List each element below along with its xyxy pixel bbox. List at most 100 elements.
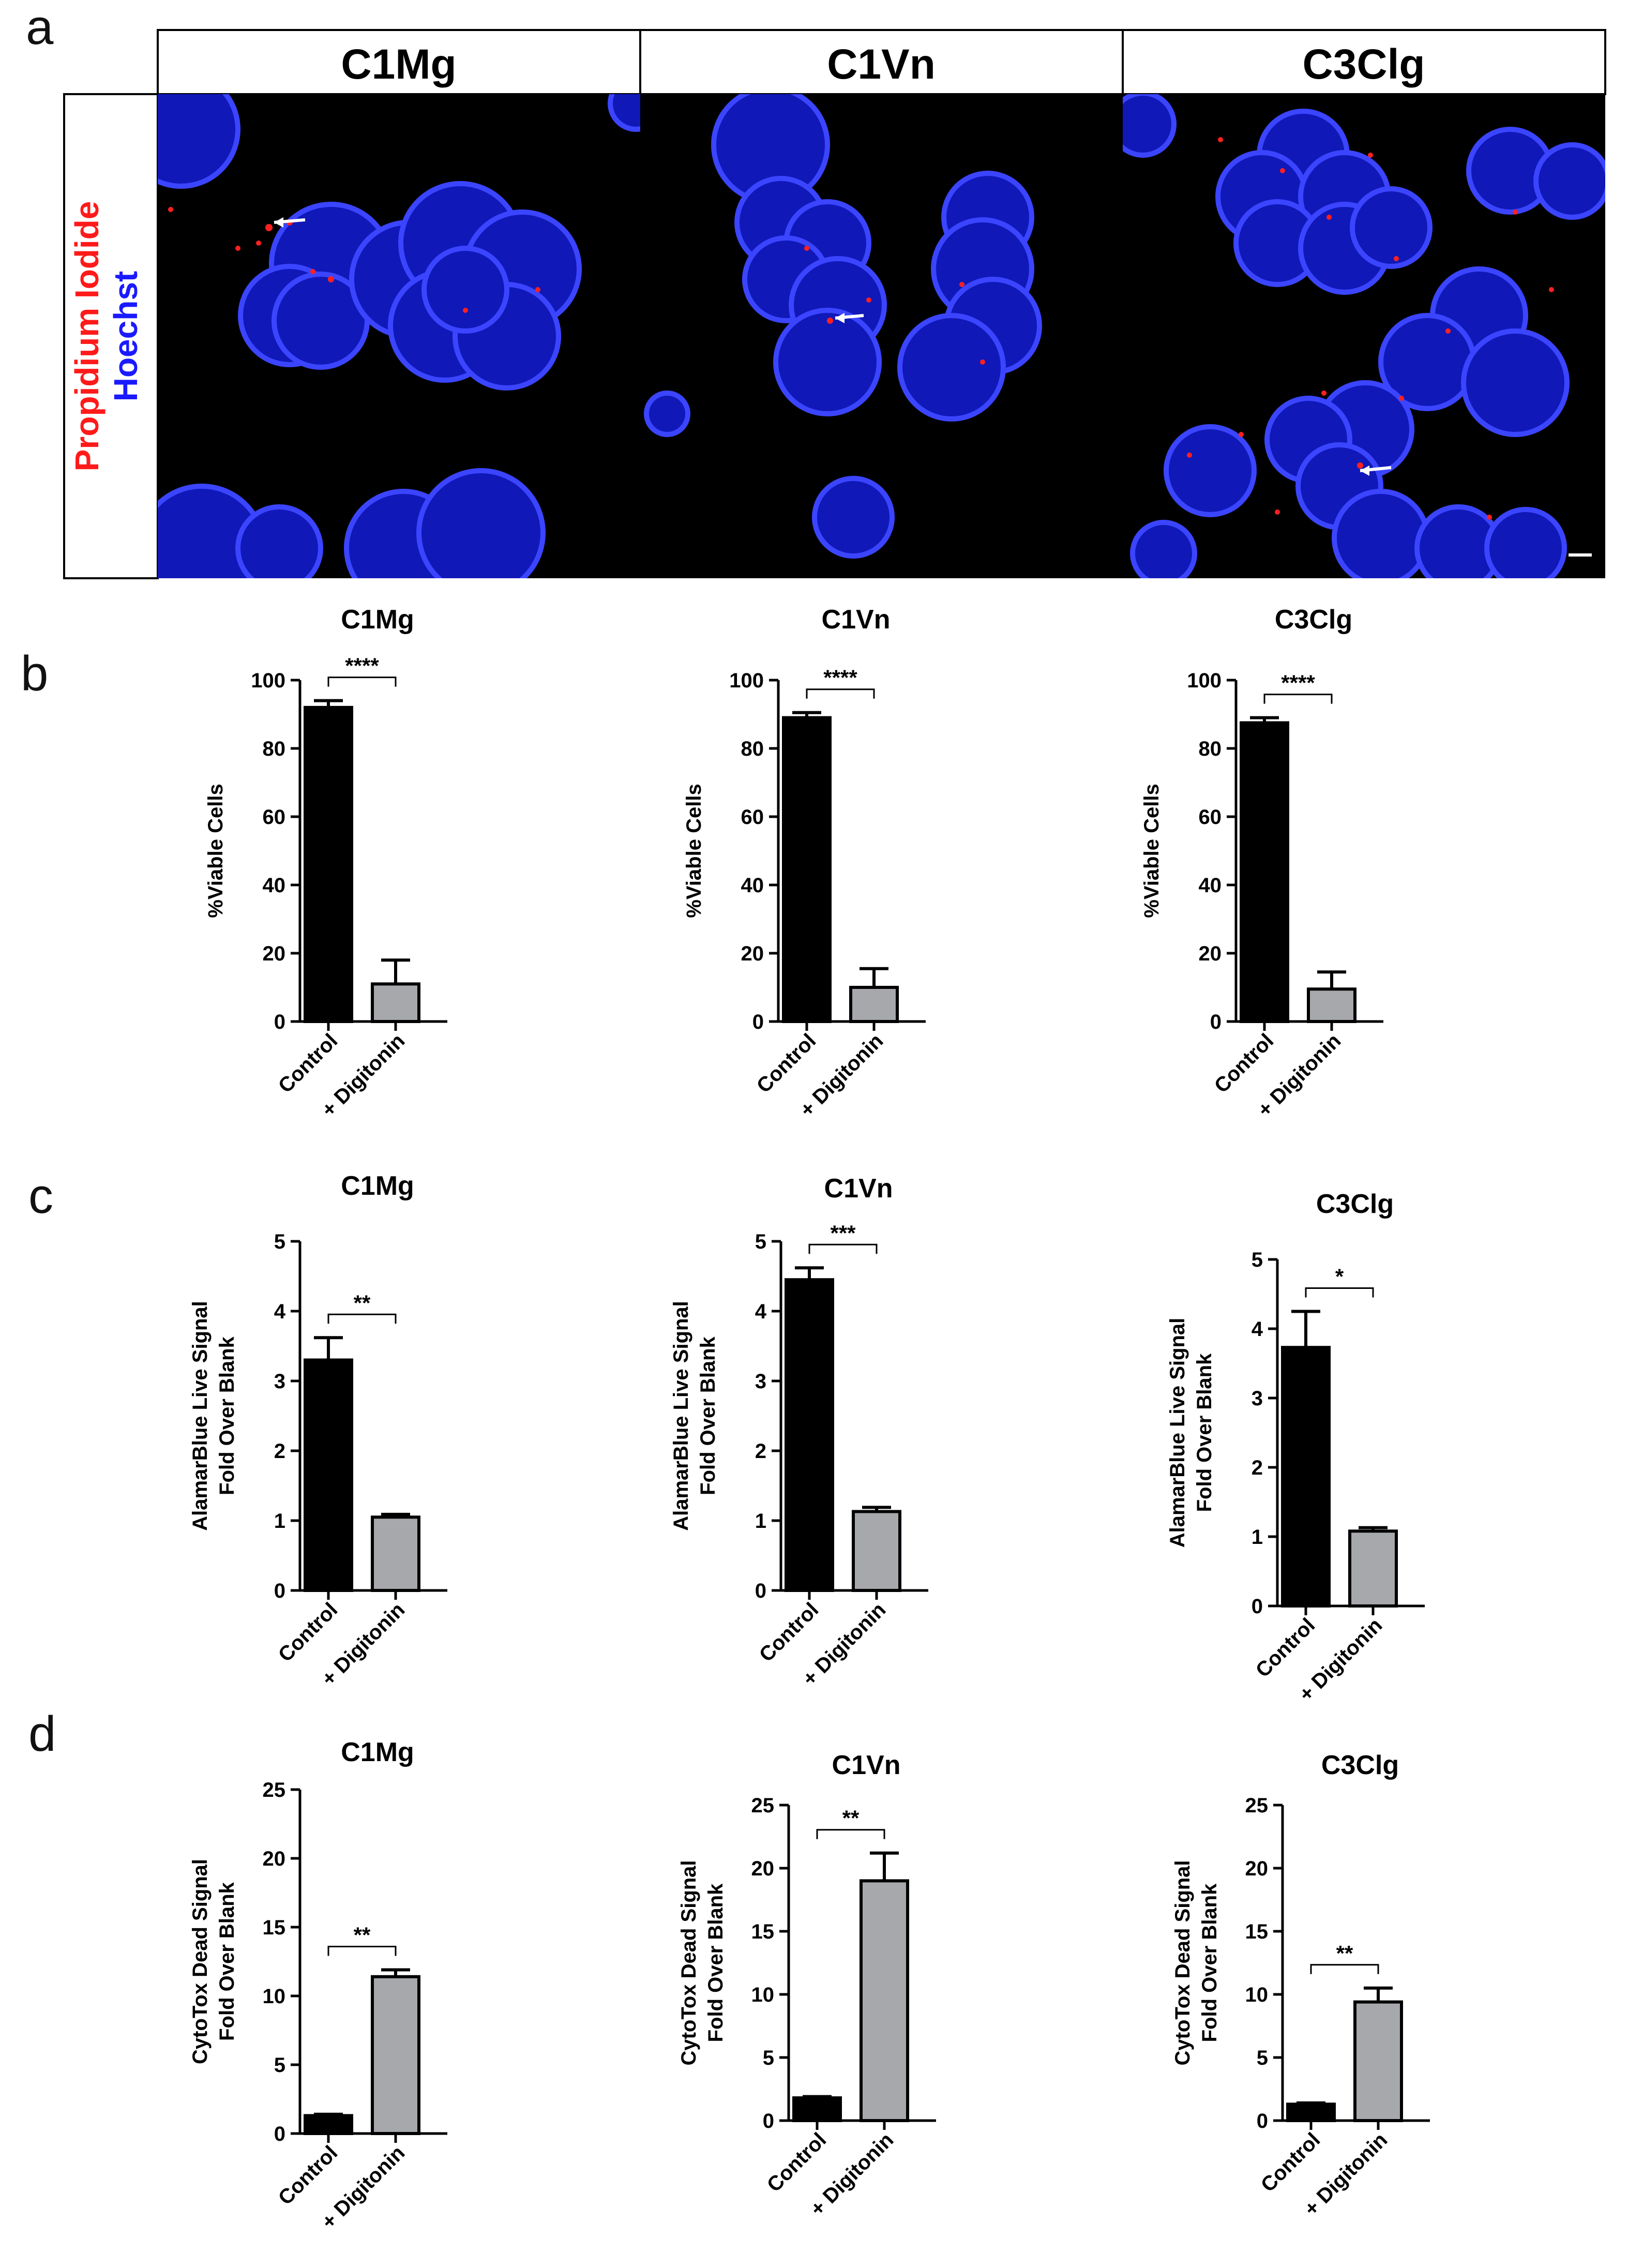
y-tick-label: 3 — [1252, 1387, 1263, 1410]
y-tick-label: 0 — [274, 2123, 285, 2145]
significance-bracket — [327, 677, 397, 687]
micrograph-headers: C1Mg C1Vn C3Clg — [157, 29, 1606, 95]
significance-label: ** — [354, 1922, 371, 1947]
bar-control — [792, 2096, 842, 2123]
y-tick-label: 0 — [274, 1580, 285, 1602]
bar-chart-d-c1vn: C1Vn 0 5 10 15 20 25 CytoTox Dead Signal Fold Ov… — [677, 1750, 936, 2220]
y-tick-label: 10 — [751, 1984, 775, 2006]
y-tick-label: 20 — [263, 1848, 286, 1870]
y-tick-label: 0 — [752, 1011, 764, 1033]
y-tick-label: 100 — [729, 669, 764, 692]
x-category-label: Control — [1257, 2128, 1325, 2197]
significance-label: *** — [830, 1221, 856, 1245]
chart-title: C1Mg — [341, 1171, 414, 1201]
y-axis-label: CytoTox Dead Signal — [1171, 1860, 1194, 2065]
y-tick-label: 2 — [1252, 1456, 1263, 1479]
y-tick-label: 40 — [263, 874, 286, 897]
channel-label-blue: Hoechst — [107, 271, 144, 402]
significance-bracket — [327, 1945, 397, 1956]
y-tick-label: 0 — [1210, 1011, 1222, 1033]
x-category-label: Control — [274, 1029, 342, 1098]
y-tick-label: 5 — [274, 1230, 285, 1253]
y-tick-label: 5 — [755, 1230, 766, 1253]
y-tick-label: 5 — [1252, 1249, 1263, 1271]
bar-chart-c-c3clg: C3Clg 0 1 2 3 4 5 AlamarBlue Live Signal Fold Ov… — [1166, 1189, 1425, 1706]
significance-label: **** — [1281, 671, 1315, 695]
bar-digitonin — [852, 1510, 901, 1592]
y-axis-label: Fold Over Blank — [216, 1336, 238, 1495]
chart-title: C3Clg — [1321, 1750, 1399, 1780]
significance-label: ** — [1336, 1941, 1353, 1965]
bar-control — [1286, 2102, 1336, 2123]
y-axis-label: Fold Over Blank — [216, 1882, 238, 2040]
y-tick-label: 20 — [1199, 942, 1222, 965]
y-tick-label: 15 — [751, 1920, 775, 1943]
chart-title: C1Mg — [341, 605, 414, 635]
x-category-label: Control — [763, 2128, 831, 2197]
bar-chart-d-c1mg: C1Mg 0 5 10 15 20 25 CytoTox Dead Signal Fold Ov… — [189, 1737, 447, 2233]
y-tick-label: 0 — [1257, 2110, 1268, 2132]
y-tick-label: 0 — [763, 2110, 774, 2132]
y-tick-label: 10 — [263, 1985, 286, 2008]
y-axis-label: Fold Over Blank — [697, 1336, 719, 1495]
y-tick-label: 80 — [741, 738, 764, 760]
y-tick-label: 100 — [251, 669, 285, 692]
x-category-label: Control — [274, 1598, 342, 1666]
y-axis-label: AlamarBlue Live Signal — [1166, 1318, 1189, 1548]
significance-bracket — [1263, 694, 1333, 704]
micrograph-c1vn — [640, 94, 1123, 578]
bar-control — [1240, 721, 1289, 1023]
y-tick-label: 2 — [755, 1440, 766, 1463]
bar-control — [304, 1358, 353, 1592]
significance-bracket — [808, 1243, 878, 1254]
bar-control — [782, 716, 832, 1023]
y-tick-label: 25 — [263, 1779, 286, 1801]
x-category-label: Control — [1252, 1614, 1320, 1682]
x-category-label: Control — [274, 2141, 342, 2210]
bar-digitonin — [371, 1975, 420, 2135]
y-tick-label: 2 — [274, 1440, 285, 1463]
header-c3clg: C3Clg — [1303, 41, 1425, 88]
bar-digitonin — [371, 982, 420, 1024]
significance-bracket — [327, 1313, 397, 1324]
y-tick-label: 1 — [274, 1510, 285, 1533]
y-tick-label: 15 — [1245, 1920, 1269, 1943]
y-axis-label: AlamarBlue Live Signal — [670, 1301, 692, 1531]
significance-label: * — [1335, 1265, 1344, 1289]
y-tick-label: 5 — [763, 2047, 774, 2069]
y-tick-label: 80 — [263, 738, 286, 760]
significance-label: ** — [842, 1806, 860, 1830]
panel-label-c: c — [28, 1168, 53, 1224]
y-axis-label: AlamarBlue Live Signal — [189, 1301, 212, 1531]
y-tick-label: 60 — [1199, 806, 1222, 829]
y-tick-label: 25 — [1245, 1794, 1269, 1817]
y-tick-label: 1 — [755, 1510, 766, 1533]
bar-digitonin — [1348, 1529, 1398, 1608]
significance-label: **** — [823, 666, 857, 690]
channel-label-box — [63, 93, 159, 579]
channel-label-red: Propidium Iodide — [68, 201, 105, 472]
y-tick-label: 4 — [274, 1300, 286, 1323]
y-tick-label: 3 — [274, 1370, 285, 1393]
bar-chart-c-c1mg: C1Mg 0 1 2 3 4 5 AlamarBlue Live Signal Fold Ove… — [189, 1171, 447, 1690]
chart-title: C1Vn — [824, 1174, 893, 1204]
y-tick-label: 20 — [263, 942, 286, 965]
y-tick-label: 1 — [1252, 1526, 1263, 1549]
chart-title: C1Mg — [341, 1737, 414, 1767]
y-tick-label: 0 — [274, 1011, 285, 1033]
micrograph-c3clg — [1123, 94, 1605, 578]
y-tick-label: 5 — [274, 2054, 285, 2077]
bar-chart-c-c1vn: C1Vn 0 1 2 3 4 5 AlamarBlue Live Signal Fold Ove… — [670, 1174, 928, 1690]
y-axis-label: Fold Over Blank — [1198, 1883, 1221, 2042]
y-tick-label: 10 — [1245, 1984, 1269, 2006]
y-tick-label: 60 — [263, 806, 286, 829]
y-tick-label: 3 — [755, 1370, 766, 1393]
y-tick-label: 4 — [1252, 1318, 1263, 1341]
header-c1mg: C1Mg — [341, 41, 456, 88]
panel-label-d: d — [28, 1706, 56, 1762]
significance-bracket — [806, 688, 875, 699]
y-axis-label: Fold Over Blank — [1193, 1353, 1216, 1512]
